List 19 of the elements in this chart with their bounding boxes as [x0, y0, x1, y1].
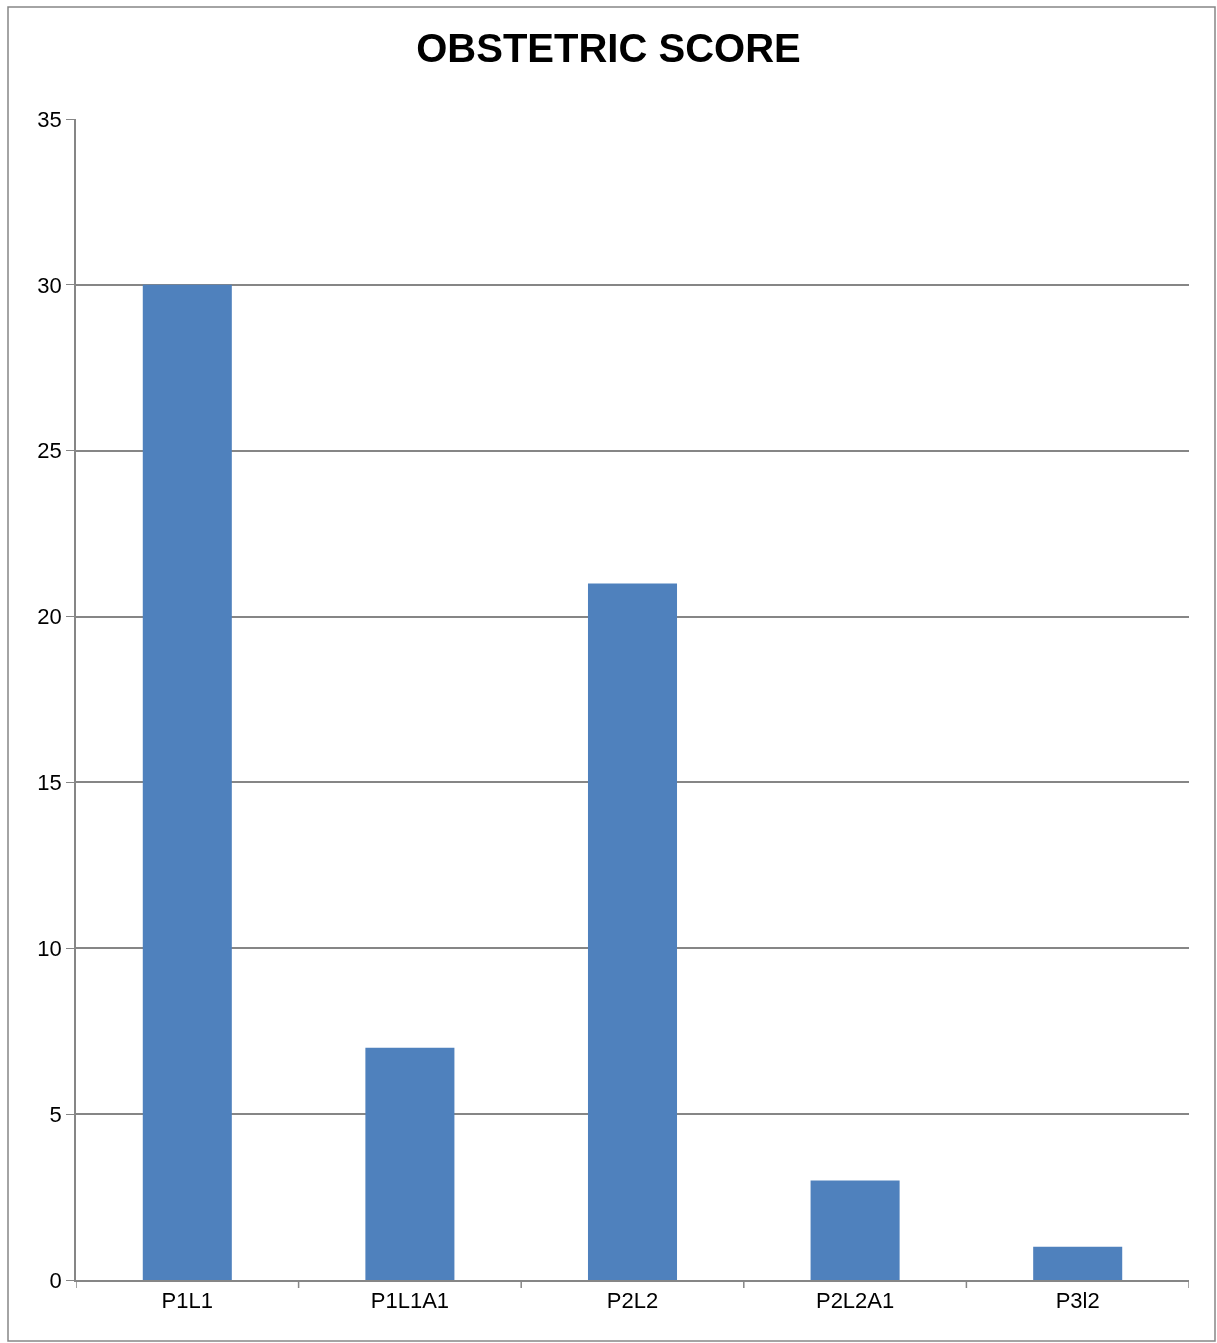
y-tick-label: 20 — [37, 604, 62, 630]
y-tick-label: 30 — [37, 272, 62, 298]
x-tick-label: P1L1 — [161, 1288, 213, 1314]
x-tick-label: P1L1A1 — [370, 1288, 450, 1314]
bar — [587, 583, 678, 1280]
y-tick-label: 15 — [37, 770, 62, 796]
x-tick-label: P2L2A1 — [815, 1288, 895, 1314]
bar — [1033, 1246, 1123, 1280]
x-tick-label: P2L2 — [606, 1288, 659, 1314]
y-tick-label: 25 — [37, 438, 62, 464]
y-tick-label: 5 — [49, 1101, 62, 1127]
chart-title: OBSTETRIC SCORE — [416, 26, 801, 70]
bar — [810, 1180, 900, 1280]
bar — [365, 1047, 455, 1280]
y-tick-label: 35 — [37, 106, 62, 132]
y-tick-label: 0 — [49, 1267, 62, 1293]
x-tick-label: P3l2 — [1055, 1288, 1100, 1314]
y-tick-label: 10 — [37, 935, 62, 961]
bar — [142, 284, 232, 1280]
